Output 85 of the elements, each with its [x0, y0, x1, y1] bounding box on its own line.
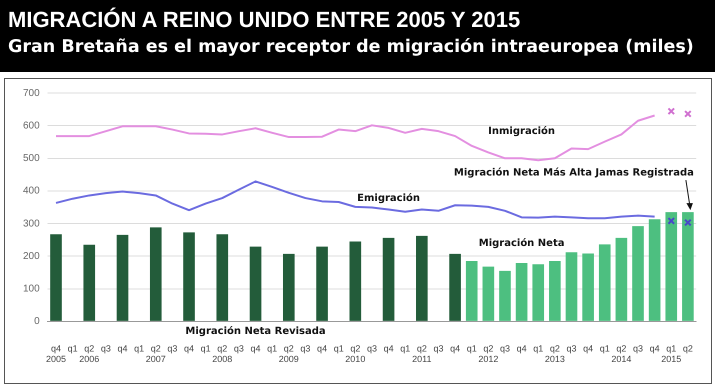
series-label: Emigración	[357, 193, 420, 204]
y-tick-label: 0	[34, 316, 40, 328]
series-label: Migración Neta Revisada	[185, 326, 326, 337]
y-tick-label: 500	[22, 153, 40, 164]
bar	[632, 226, 644, 321]
bar	[549, 261, 561, 321]
x-tick-label: q1 2015	[661, 343, 682, 364]
x-tick-label: q4	[516, 343, 527, 354]
x-tick-label: q2 2007	[146, 343, 166, 364]
bar	[316, 246, 328, 321]
bar	[416, 236, 428, 321]
y-tick-label: 700	[22, 88, 40, 99]
x-tick-label: q3	[366, 343, 377, 354]
x-tick-label: q2 2012	[478, 343, 498, 364]
x-tick-label: q3	[100, 343, 111, 354]
chart-title: MIGRACIÓN A REINO UNIDO ENTRE 2005 Y 2015	[8, 6, 522, 34]
x-tick-label: q4 2005	[46, 343, 66, 364]
bar	[499, 270, 511, 321]
x-tick-label: q2 2014	[611, 343, 632, 364]
bar	[449, 254, 461, 321]
x-tick-label: q2 2008	[212, 343, 232, 364]
bar	[382, 238, 394, 321]
y-tick-label: 300	[22, 218, 40, 230]
x-tick-label: q4	[184, 343, 194, 354]
x-tick-label: q1	[400, 343, 410, 354]
x-tick-label: q1	[134, 343, 144, 354]
x-tick-label: q1	[533, 343, 544, 354]
bar	[466, 261, 478, 321]
x-tick-label: q3	[234, 343, 244, 354]
x-tick-label: q2 2011	[412, 343, 432, 364]
x-tick-label: q3	[433, 343, 444, 354]
y-tick-label: 200	[22, 250, 40, 262]
bar	[598, 244, 611, 321]
bar	[349, 241, 362, 321]
bar	[50, 234, 62, 321]
y-tick-label: 600	[22, 120, 40, 132]
x-tick-label: q4	[317, 343, 328, 354]
bar	[582, 254, 594, 321]
x-tick-label: q4	[450, 343, 460, 354]
bar	[682, 212, 694, 321]
x-tick-label: q3	[167, 343, 178, 354]
x-tick-label: q1	[600, 343, 610, 354]
bar	[566, 252, 578, 321]
bar	[482, 266, 494, 321]
series-label: Inmigración	[488, 126, 556, 137]
x-tick-label: q2 2009	[278, 343, 299, 364]
point	[684, 218, 692, 226]
x-tick-label: q4	[650, 343, 660, 354]
x-tick-label: q1	[466, 343, 477, 354]
x-tick-label: q2	[682, 343, 693, 354]
x-tick-label: q2 2013	[544, 343, 565, 364]
series-label: Migración Neta	[478, 238, 564, 249]
x-tick-label: q4	[118, 343, 128, 354]
x-tick-label: q4	[583, 343, 594, 354]
point	[684, 110, 692, 118]
x-tick-label: q2 2010	[345, 343, 366, 364]
chart-subtitle: Gran Bretaña es el mayor receptor de migración intraeuropea (miles)	[8, 36, 695, 59]
bar	[648, 219, 660, 321]
bar	[516, 262, 528, 321]
bar	[183, 232, 195, 321]
x-tick-label: q3	[300, 343, 310, 354]
bar	[150, 227, 162, 321]
x-tick-label: q2 2006	[79, 343, 100, 364]
x-tick-label: q3	[500, 343, 510, 354]
bar	[665, 212, 678, 321]
y-tick-label: 100	[22, 284, 40, 295]
bar	[116, 234, 128, 321]
x-tick-label: q1	[334, 343, 344, 354]
bar	[532, 264, 544, 321]
x-tick-label: q3	[633, 343, 644, 354]
point	[667, 107, 676, 116]
annotation: Migración Neta Más Alta Jamas Registrada	[454, 168, 694, 179]
y-tick-label: 400	[22, 186, 40, 197]
x-tick-label: q1	[200, 343, 211, 354]
x-tick-label: q4	[384, 343, 394, 354]
point	[667, 217, 676, 225]
bar	[250, 246, 262, 321]
x-tick-label: q3	[566, 343, 576, 354]
bar	[282, 254, 295, 321]
bar	[216, 234, 228, 321]
x-tick-label: q4	[250, 343, 261, 354]
x-tick-label: q1	[267, 343, 278, 354]
x-tick-label: q1	[68, 343, 78, 354]
bar	[83, 244, 96, 321]
bar	[616, 238, 628, 321]
